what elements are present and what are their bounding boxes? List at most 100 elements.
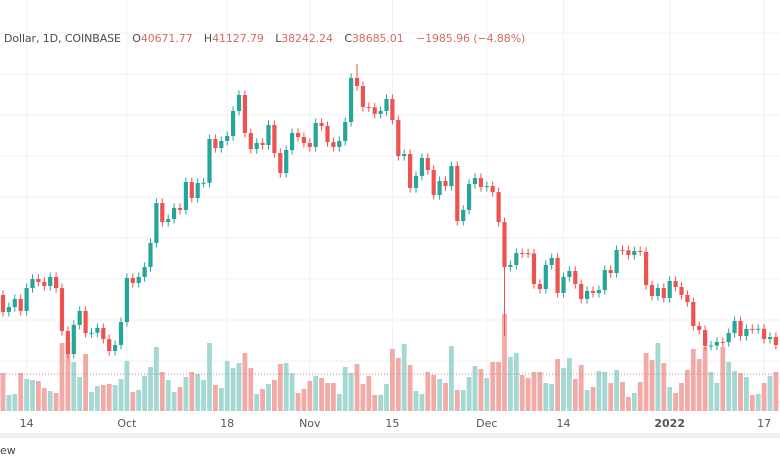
volume-bar	[767, 376, 773, 411]
volume-bar	[384, 384, 389, 411]
volume-bar	[83, 354, 88, 411]
volume-bar	[354, 364, 360, 411]
volume-bar	[159, 372, 165, 411]
candle-body	[744, 328, 749, 337]
candle	[177, 203, 183, 215]
candle-body	[301, 137, 306, 143]
candle-body	[490, 186, 495, 193]
candle-body	[183, 181, 188, 210]
volume-bar	[289, 373, 295, 411]
candle	[48, 272, 53, 291]
candle-body	[626, 250, 631, 256]
candle-body	[54, 276, 59, 289]
volume-bar	[295, 393, 301, 411]
volume-bar	[319, 378, 324, 411]
volume-bar	[30, 380, 35, 411]
x-tick-label: 15	[385, 417, 399, 430]
volume-bar	[755, 394, 761, 411]
volume-bar	[100, 385, 106, 411]
volume-bar	[47, 391, 53, 411]
candle	[42, 277, 47, 291]
candle-body	[750, 328, 755, 330]
volume-bar	[331, 383, 336, 411]
volume-bar	[508, 357, 513, 411]
volume-bar	[620, 382, 625, 411]
candle-body	[307, 142, 312, 147]
candle-body	[738, 321, 743, 337]
volume-bar	[708, 372, 714, 411]
candle	[514, 248, 519, 270]
candle-body	[413, 175, 419, 189]
candle-body	[596, 290, 601, 293]
ohlc-legend: Dollar, 1D, COINBASE O40671.77 H41127.79…	[4, 32, 525, 45]
candlestick-chart[interactable]: 14 Oct 18 Nov 15 Dec 14 2022 17	[0, 0, 780, 434]
volume-bar	[572, 379, 578, 411]
candle-body	[520, 253, 525, 255]
open-label: O	[132, 32, 141, 45]
candle-body	[773, 337, 778, 345]
candle	[154, 198, 159, 248]
candle	[354, 63, 360, 91]
candle	[720, 337, 725, 347]
candle	[762, 324, 767, 344]
candle	[278, 148, 283, 178]
candle	[59, 283, 65, 336]
candle-body	[419, 157, 424, 176]
candle-body	[667, 280, 672, 298]
volume-bar	[744, 377, 749, 411]
candle	[18, 294, 23, 316]
candle-body	[514, 253, 519, 265]
candle	[461, 205, 466, 226]
volume-bar	[154, 347, 159, 411]
candle-body	[632, 251, 637, 256]
candle	[142, 262, 147, 282]
candle	[673, 276, 678, 292]
volume-bar	[106, 384, 112, 411]
candle-body	[201, 182, 206, 184]
candle-body	[396, 120, 401, 157]
time-axis[interactable]	[0, 412, 780, 434]
volume-bar	[95, 386, 100, 411]
candle-body	[443, 180, 448, 187]
volume-bar	[272, 380, 277, 411]
candle-body	[154, 203, 159, 243]
x-tick-label: Nov	[299, 417, 321, 430]
candle	[467, 179, 472, 215]
candle-body	[602, 270, 607, 291]
candle	[349, 73, 354, 127]
candle	[608, 265, 613, 278]
volume-bars	[0, 314, 779, 411]
candle	[614, 245, 619, 278]
candle	[366, 102, 371, 112]
candle-body	[331, 142, 336, 147]
candle-body	[484, 186, 489, 188]
volume-bar	[631, 393, 637, 411]
volume-bar	[236, 363, 242, 411]
volume-bar	[496, 362, 501, 411]
volume-bar	[112, 385, 118, 411]
low-value: 38242.24	[281, 32, 333, 45]
candle-body	[726, 332, 731, 343]
volume-bar	[59, 343, 65, 411]
volume-bar	[395, 358, 401, 411]
x-tick-label: 14	[20, 417, 34, 430]
x-tick-label: 17	[757, 417, 771, 430]
candle	[172, 203, 177, 224]
candle-body	[172, 207, 177, 220]
volume-bar	[738, 373, 743, 411]
candle	[413, 171, 419, 193]
candle	[337, 136, 342, 152]
volume-bar	[277, 364, 283, 411]
candle	[284, 145, 289, 178]
volume-bar	[230, 368, 236, 411]
volume-bar	[53, 393, 59, 411]
volume-bar	[348, 373, 354, 411]
volume-bar	[301, 389, 307, 411]
volume-bar	[183, 377, 189, 411]
candle-body	[673, 280, 678, 288]
candle	[738, 316, 743, 341]
candle-body	[537, 284, 542, 290]
candle-body	[714, 341, 719, 346]
volume-bar	[454, 390, 460, 411]
candle-body	[708, 345, 714, 347]
